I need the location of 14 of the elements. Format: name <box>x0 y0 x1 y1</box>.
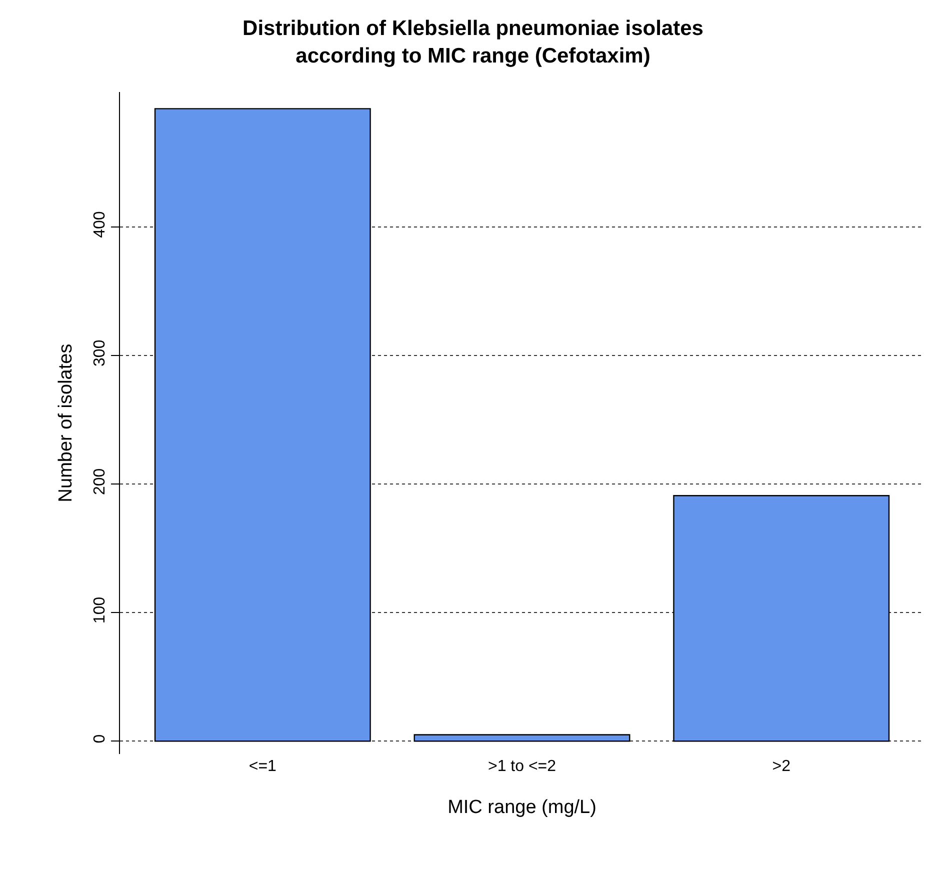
bar <box>673 495 890 742</box>
y-tick-label: 400 <box>92 211 109 238</box>
y-tick-label: 300 <box>92 340 109 366</box>
y-tick-label: 200 <box>92 468 109 496</box>
x-axis-title: MIC range (mg/L) <box>448 796 596 818</box>
x-tick-label: <=1 <box>248 758 277 775</box>
bar <box>154 108 371 742</box>
y-tick-label: 0 <box>92 734 109 744</box>
bar <box>414 734 630 742</box>
y-tick-label: 100 <box>92 596 109 624</box>
x-tick-label: >2 <box>772 758 791 775</box>
chart-title: Distribution of Klebsiella pneumoniae isolates according to MIC range (Cefotaxim) <box>242 16 704 68</box>
y-axis-title: Number of isolates <box>55 344 76 502</box>
x-tick-label: >1 to <=2 <box>488 758 556 775</box>
